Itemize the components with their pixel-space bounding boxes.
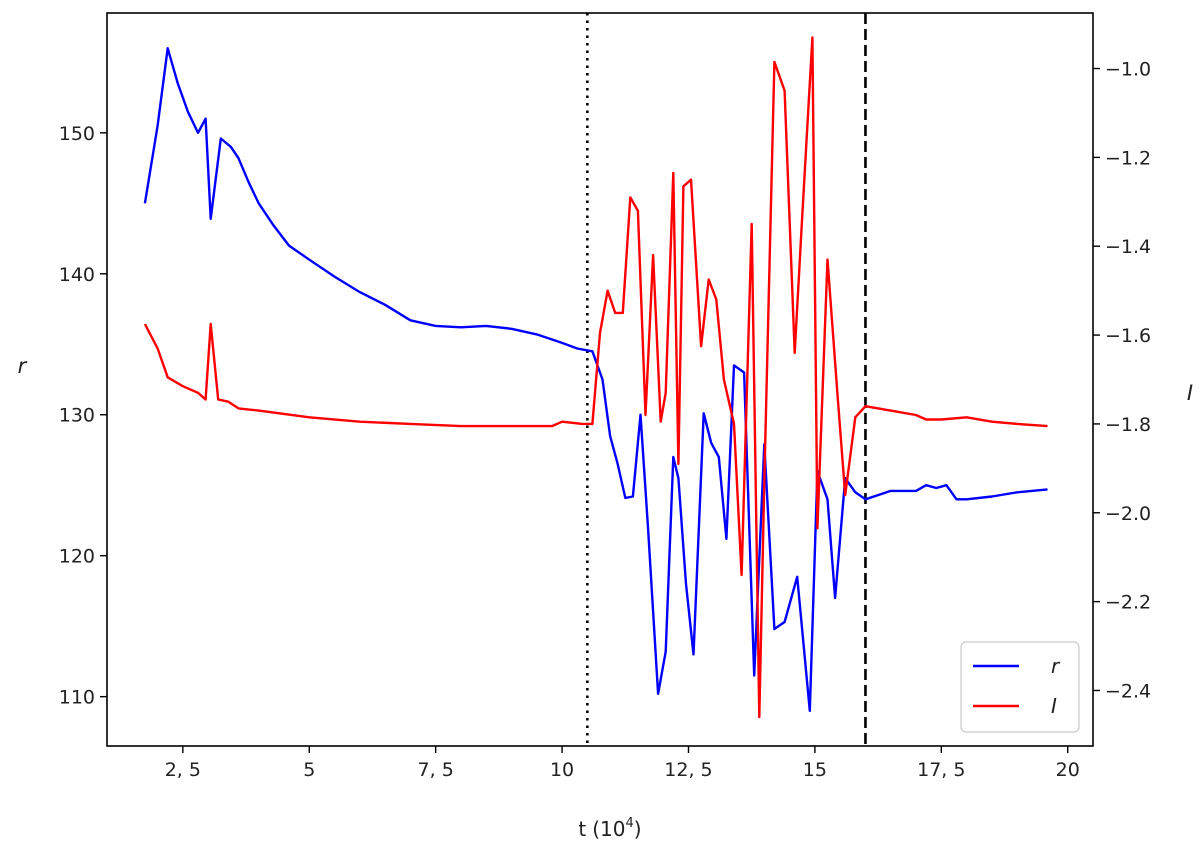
x-axis-label-unit-close: ): [634, 817, 642, 841]
legend-box: [960, 641, 1080, 733]
x-axis-label-unit: (10: [592, 817, 625, 841]
left-y-tick-label: 110: [59, 687, 95, 709]
left-y-tick-label: 120: [59, 546, 95, 568]
x-tick-label: 2, 5: [165, 759, 201, 781]
left-y-tick-label: 130: [59, 405, 95, 427]
vline-layer: [586, 13, 867, 746]
legend-label-r: r: [1051, 654, 1061, 678]
left-y-axis-label: r: [18, 354, 28, 378]
plot-frame: [106, 12, 1094, 747]
series-line-r: [143, 47, 1048, 712]
x-axis-label-unit-exponent: 4: [626, 816, 634, 831]
series-line-i: [143, 36, 1048, 719]
right-y-tick-label: −2.4: [1105, 680, 1151, 702]
right-y-tick-label: −2.2: [1105, 592, 1151, 614]
x-axis-label-variable: t: [578, 817, 586, 841]
right-y-axis-label: I: [1187, 381, 1193, 405]
right-y-tick-label: −2.0: [1105, 503, 1151, 525]
x-tick-label: 10: [550, 759, 574, 781]
x-tick-label: 15: [803, 759, 827, 781]
x-tick-label: 12, 5: [664, 759, 712, 781]
x-axis-label: t (104): [578, 816, 641, 841]
x-tick-label: 20: [1056, 759, 1080, 781]
left-y-tick-label: 140: [59, 264, 95, 286]
right-y-tick-label: −1.6: [1105, 325, 1151, 347]
axes-layer: 2, 5 5 7, 5 10 12, 5 15 17, 5 20 110 120 130 140 150…: [59, 12, 1151, 781]
right-y-tick-label: −1.4: [1105, 236, 1151, 258]
x-tick-label: 7, 5: [418, 759, 454, 781]
right-y-tick-label: −1.0: [1105, 59, 1151, 81]
x-tick-label: 5: [303, 759, 315, 781]
legend: rI: [960, 641, 1080, 733]
right-y-tick-label: −1.2: [1105, 147, 1151, 169]
x-tick-label: 17, 5: [917, 759, 965, 781]
legend-label-i: I: [1051, 694, 1057, 718]
series-layer: [143, 36, 1048, 719]
right-y-tick-label: −1.8: [1105, 414, 1151, 436]
left-y-tick-label: 150: [59, 123, 95, 145]
